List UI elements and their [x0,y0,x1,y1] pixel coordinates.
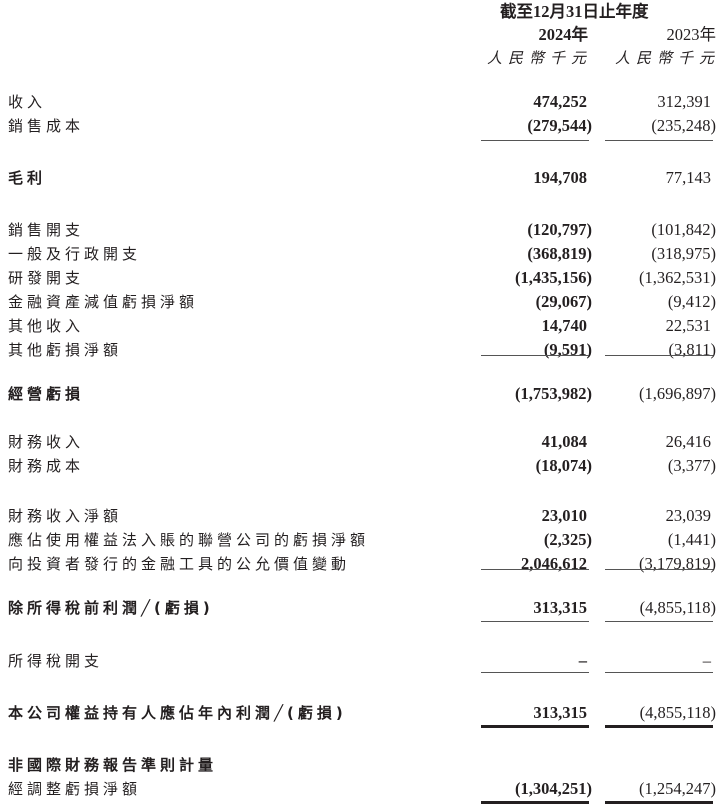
value-2023: (318,975) [651,244,716,263]
value-2024: 41,084 [541,432,587,451]
subtotal-rule [605,672,713,673]
subtotal-rule [605,140,713,141]
row-label: 銷售成本 [8,117,85,135]
value-2024: 14,740 [541,316,587,335]
value-2023: (4,855,118) [639,703,716,722]
value-2023: – [702,651,711,670]
row-label: 研發開支 [8,269,85,287]
value-2024: (18,074) [535,456,592,475]
value-2023: 77,143 [665,168,711,187]
value-2024: (368,819) [527,244,592,263]
period-header: 截至12月31日止年度 [500,2,649,21]
value-2023: (101,842) [651,220,716,239]
row-label: 財務成本 [8,457,85,475]
value-2023: 312,391 [657,92,711,111]
value-2024: 474,252 [533,92,587,111]
value-2023: (1,441) [667,530,716,549]
value-2024: 313,315 [533,703,587,722]
unit-2023: 人民幣千元 [614,49,720,67]
total-rule [605,801,713,804]
total-rule [481,725,589,728]
row-label: 財務收入淨額 [8,507,123,525]
value-2023: (1,362,531) [639,268,716,287]
row-label: 其他收入 [8,317,85,335]
row-label: 應佔使用權益法入賬的聯營公司的虧損淨額 [8,531,370,549]
value-2023: (1,254,247) [639,779,716,798]
value-2024: 23,010 [541,506,587,525]
row-label: 除所得稅前利潤╱(虧損) [8,599,214,617]
row-label: 經調整虧損淨額 [8,780,142,798]
row-label: 銷售開支 [8,221,85,239]
value-2023: 22,531 [665,316,711,335]
value-2023: (3,179,819) [639,554,716,573]
value-2023: (1,696,897) [639,384,716,403]
row-label: 所得稅開支 [8,652,104,670]
subtotal-rule [605,621,713,622]
subtotal-rule [481,355,589,356]
row-label: 金融資產減值虧損淨額 [8,293,199,311]
value-2024: (1,304,251) [515,779,592,798]
row-label: 財務收入 [8,433,85,451]
subtotal-rule [481,621,589,622]
value-2024: (9,591) [543,340,592,359]
total-rule [605,725,713,728]
value-2024: 313,315 [533,598,587,617]
value-2023: (235,248) [651,116,716,135]
value-2024: (1,753,982) [515,384,592,403]
row-label: 其他虧損淨額 [8,341,123,359]
row-label: 經營虧損 [8,385,85,403]
row-label: 收入 [8,93,47,111]
total-rule [481,801,589,804]
row-label: 本公司權益持有人應佔年內利潤╱(虧損) [8,704,347,722]
value-2024: (29,067) [535,292,592,311]
year-2024-header: 2024年 [538,25,589,44]
value-2024: (1,435,156) [515,268,592,287]
subtotal-rule [481,569,589,570]
value-2023: (3,811) [668,340,716,359]
row-label: 毛利 [8,169,47,187]
value-2023: (9,412) [667,292,716,311]
value-2023: 23,039 [665,506,711,525]
value-2024: (2,325) [543,530,592,549]
value-2024: 2,046,612 [521,554,587,573]
subtotal-rule [605,569,713,570]
value-2024: 194,708 [533,168,587,187]
value-2024: – [578,651,587,670]
value-2024: (120,797) [527,220,592,239]
subtotal-rule [481,672,589,673]
subtotal-rule [605,355,713,356]
row-label: 非國際財務報告準則計量 [8,756,218,774]
value-2023: 26,416 [665,432,711,451]
subtotal-rule [481,140,589,141]
year-2023-header: 2023年 [666,25,717,44]
unit-2024: 人民幣千元 [486,49,592,67]
value-2023: (3,377) [667,456,716,475]
row-label: 一般及行政開支 [8,245,142,263]
row-label: 向投資者發行的金融工具的公允價值變動 [8,555,351,573]
value-2024: (279,544) [527,116,592,135]
value-2023: (4,855,118) [639,598,716,617]
